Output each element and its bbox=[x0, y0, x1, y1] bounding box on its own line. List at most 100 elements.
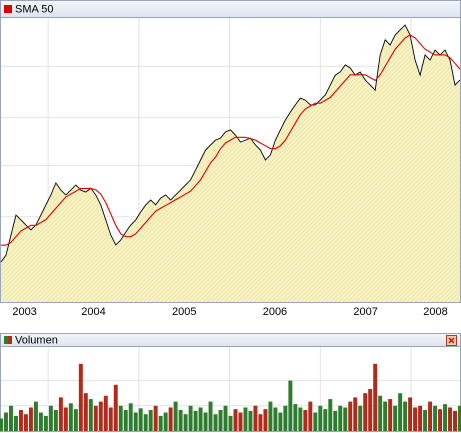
volume-bar bbox=[423, 410, 428, 431]
volume-bar bbox=[438, 409, 443, 431]
close-button[interactable] bbox=[446, 335, 457, 346]
volume-swatch-down bbox=[8, 336, 12, 344]
volume-bar bbox=[448, 407, 452, 431]
volume-bar bbox=[133, 412, 138, 431]
volume-bar bbox=[338, 405, 343, 431]
volume-bar bbox=[178, 410, 183, 431]
volume-bar bbox=[13, 415, 18, 431]
volume-bar bbox=[318, 405, 323, 431]
volume-bar bbox=[283, 405, 288, 431]
volume-bar bbox=[278, 412, 283, 431]
volume-bar bbox=[228, 415, 233, 431]
volume-bar bbox=[4, 412, 8, 431]
volume-bar bbox=[308, 401, 313, 431]
volume-bar bbox=[28, 407, 33, 431]
volume-bar bbox=[208, 401, 213, 431]
volume-bar bbox=[63, 407, 68, 431]
volume-bar bbox=[258, 414, 263, 431]
volume-bar bbox=[393, 405, 398, 431]
volume-bar bbox=[73, 409, 78, 431]
volume-bar bbox=[403, 401, 408, 431]
volume-bar bbox=[128, 403, 133, 431]
volume-bar bbox=[68, 403, 73, 431]
volume-bar bbox=[333, 410, 338, 431]
volume-bar bbox=[38, 412, 43, 431]
volume-bar bbox=[23, 414, 28, 431]
volume-bar bbox=[78, 363, 83, 431]
volume-bar bbox=[288, 380, 293, 431]
volume-bar bbox=[368, 389, 373, 431]
volume-bar bbox=[223, 405, 228, 431]
volume-swatch-up bbox=[4, 336, 8, 344]
volume-bar bbox=[163, 412, 168, 431]
volume-bar bbox=[453, 410, 457, 431]
volume-bar bbox=[323, 409, 328, 431]
volume-bar bbox=[83, 393, 88, 431]
x-tick-label: 2003 bbox=[12, 306, 36, 318]
volume-bar bbox=[103, 395, 108, 431]
volume-bar bbox=[148, 410, 153, 431]
legend-label: SMA 50 bbox=[15, 3, 54, 15]
volume-bar bbox=[363, 393, 368, 431]
volume-bar bbox=[168, 407, 173, 431]
volume-bar bbox=[113, 384, 118, 431]
x-tick-label: 2007 bbox=[353, 306, 377, 318]
volume-bar bbox=[263, 409, 268, 431]
volume-bar bbox=[173, 401, 178, 431]
legend-label: Volumen bbox=[15, 334, 58, 346]
sma-legend-swatch bbox=[4, 5, 12, 13]
volume-bar bbox=[158, 415, 163, 431]
volume-bar bbox=[198, 407, 203, 431]
volume-bar bbox=[248, 410, 253, 431]
volume-bar bbox=[433, 405, 438, 431]
sma-line bbox=[1, 34, 461, 246]
volume-bar bbox=[253, 405, 258, 431]
x-tick-label: 2008 bbox=[423, 306, 447, 318]
volume-bar bbox=[183, 414, 188, 431]
volume-bar bbox=[378, 395, 383, 431]
volume-bar bbox=[48, 405, 53, 431]
volume-bar bbox=[293, 404, 298, 431]
volume-bar bbox=[428, 401, 433, 431]
volume-bar bbox=[358, 405, 363, 431]
volume-bar bbox=[143, 414, 148, 431]
volume-bar bbox=[298, 407, 303, 431]
volume-bar bbox=[43, 415, 48, 431]
volume-bar bbox=[373, 363, 378, 431]
volume-bar bbox=[238, 412, 243, 431]
volume-bar bbox=[193, 410, 198, 431]
volume-bar bbox=[108, 407, 113, 431]
volume-bar bbox=[118, 405, 123, 431]
volume-bar bbox=[413, 407, 418, 431]
volume-bar bbox=[18, 410, 23, 431]
volume-bar bbox=[213, 414, 218, 431]
volume-bar bbox=[203, 412, 208, 431]
volume-bar bbox=[243, 407, 248, 431]
x-tick-label: 2006 bbox=[263, 306, 287, 318]
volume-bar bbox=[458, 405, 461, 431]
x-tick-label: 2005 bbox=[172, 306, 196, 318]
volume-bar bbox=[123, 410, 128, 431]
volume-bar bbox=[353, 397, 358, 431]
volume-bar bbox=[398, 393, 403, 431]
volume-bar bbox=[268, 401, 273, 431]
volume-bar bbox=[303, 410, 308, 431]
volume-bar bbox=[9, 405, 13, 431]
volume-bar bbox=[188, 405, 193, 431]
volume-bar bbox=[313, 412, 318, 431]
volume-bar bbox=[138, 408, 143, 431]
x-tick-label: 2004 bbox=[81, 306, 105, 318]
volume-bar bbox=[53, 410, 58, 431]
volume-bar bbox=[348, 401, 353, 431]
volume-bar bbox=[418, 405, 423, 431]
volume-bar bbox=[33, 401, 38, 431]
volume-bar bbox=[93, 405, 98, 431]
volume-bar bbox=[88, 399, 93, 431]
volume-header bbox=[0, 333, 461, 347]
volume-bar bbox=[443, 404, 448, 431]
price-header bbox=[0, 0, 461, 18]
volume-bar bbox=[153, 405, 158, 431]
volume-bar bbox=[218, 410, 223, 431]
price-area bbox=[1, 25, 460, 302]
